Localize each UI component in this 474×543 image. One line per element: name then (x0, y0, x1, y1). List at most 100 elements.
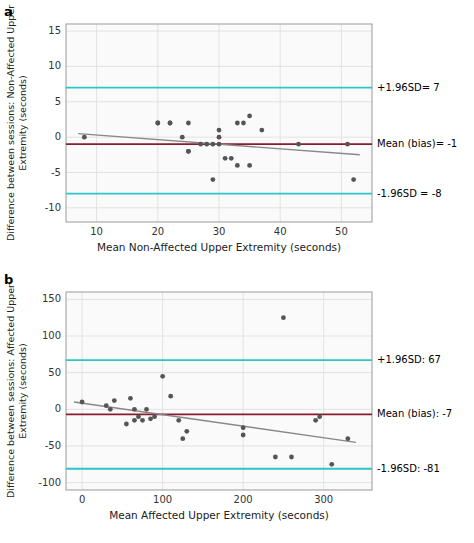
scatter-point (155, 121, 160, 126)
y-tick-label: 150 (42, 293, 61, 304)
scatter-point (235, 121, 240, 126)
grid-line (323, 292, 324, 490)
scatter-point (140, 418, 145, 423)
scatter-point (281, 315, 286, 320)
scatter-point (168, 394, 173, 399)
scatter-point (345, 142, 350, 147)
y-tick-label: 10 (48, 60, 61, 71)
scatter-point (148, 416, 153, 421)
annotation: -1.96SD = -8 (377, 188, 442, 199)
scatter-point (289, 455, 294, 460)
x-tick-label: 0 (79, 494, 85, 505)
reference-line (66, 414, 372, 416)
scatter-point (136, 414, 141, 419)
scatter-point (180, 135, 185, 140)
scatter-point (296, 142, 301, 147)
x-tick-label: 40 (274, 226, 287, 237)
grid-line (96, 24, 97, 222)
plot-area (66, 292, 372, 490)
x-tick-label: 10 (90, 226, 103, 237)
scatter-point (229, 156, 234, 161)
scatter-point (176, 418, 181, 423)
annotation: +1.96SD: 67 (377, 354, 441, 365)
x-tick-label: 30 (213, 226, 226, 237)
scatter-point (235, 163, 240, 168)
scatter-point (124, 422, 129, 427)
reference-line (66, 193, 372, 195)
grid-line (66, 482, 372, 483)
y-axis-label: Difference between sessions: Affected Up… (5, 284, 28, 498)
reference-line (66, 359, 372, 361)
scatter-point (241, 425, 246, 430)
scatter-point (259, 128, 264, 133)
scatter-point (82, 135, 87, 140)
scatter-point (223, 156, 228, 161)
scatter-point (184, 429, 189, 434)
y-tick-label: -100 (38, 477, 61, 488)
scatter-point (273, 455, 278, 460)
trend-line (74, 402, 356, 442)
scatter-point (241, 121, 246, 126)
scatter-point (186, 149, 191, 154)
x-tick-label: 50 (335, 226, 348, 237)
reference-line (66, 87, 372, 89)
scatter-point (247, 114, 252, 119)
scatter-point (152, 414, 157, 419)
y-tick-label: -5 (51, 167, 61, 178)
x-tick-label: 300 (314, 494, 333, 505)
scatter-point (144, 407, 149, 412)
scatter-point (351, 177, 356, 182)
y-tick-label: 100 (42, 330, 61, 341)
panel-label: b (4, 272, 13, 287)
scatter-point (210, 177, 215, 182)
scatter-point (160, 374, 165, 379)
y-tick-label: 50 (48, 367, 61, 378)
scatter-point (112, 398, 117, 403)
scatter-point (210, 142, 215, 147)
scatter-point (132, 407, 137, 412)
scatter-point (247, 163, 252, 168)
x-axis-label: Mean Non-Affected Upper Extremity (secon… (97, 241, 341, 253)
grid-line (280, 24, 281, 222)
grid-line (66, 446, 372, 447)
y-tick-label: 15 (48, 25, 61, 36)
annotation: +1.96SD= 7 (377, 82, 440, 93)
scatter-point (198, 142, 203, 147)
scatter-point (104, 403, 109, 408)
grid-line (66, 336, 372, 337)
scatter-point (132, 418, 137, 423)
grid-line (243, 292, 244, 490)
panel: -10-50510151020304050Mean Non-Affected U… (4, 4, 457, 253)
y-tick-label: 0 (55, 403, 61, 414)
scatter-point (80, 400, 85, 405)
y-tick-label: -50 (45, 440, 61, 451)
scatter-point (168, 121, 173, 126)
scatter-point (217, 142, 222, 147)
scatter-point (128, 396, 133, 401)
marks (66, 88, 372, 194)
x-tick-label: 20 (151, 226, 164, 237)
scatter-point (345, 436, 350, 441)
scatter-point (186, 121, 191, 126)
plot-area (66, 24, 372, 222)
annotation: -1.96SD: -81 (377, 463, 440, 474)
x-axis-label: Mean Affected Upper Extremity (seconds) (109, 509, 329, 521)
scatter-point (180, 436, 185, 441)
scatter-point (217, 135, 222, 140)
annotation: Mean (bias)= -1 (377, 138, 457, 149)
x-tick-label: 200 (234, 494, 253, 505)
grid-line (82, 292, 83, 490)
scatter-point (241, 433, 246, 438)
scatter-point (155, 121, 160, 126)
plot-frame (66, 292, 372, 490)
panel-label: a (4, 4, 13, 19)
chart-canvas: -10-50510151020304050Mean Non-Affected U… (0, 0, 474, 543)
marks (66, 315, 372, 468)
grid-line (162, 292, 163, 490)
grid-line (66, 299, 372, 300)
panel: -100-500501001500100200300Mean Affected … (4, 272, 452, 521)
annotation: Mean (bias): -7 (377, 408, 452, 419)
trend-line (78, 134, 360, 155)
scatter-point (204, 142, 209, 147)
scatter-point (317, 414, 322, 419)
